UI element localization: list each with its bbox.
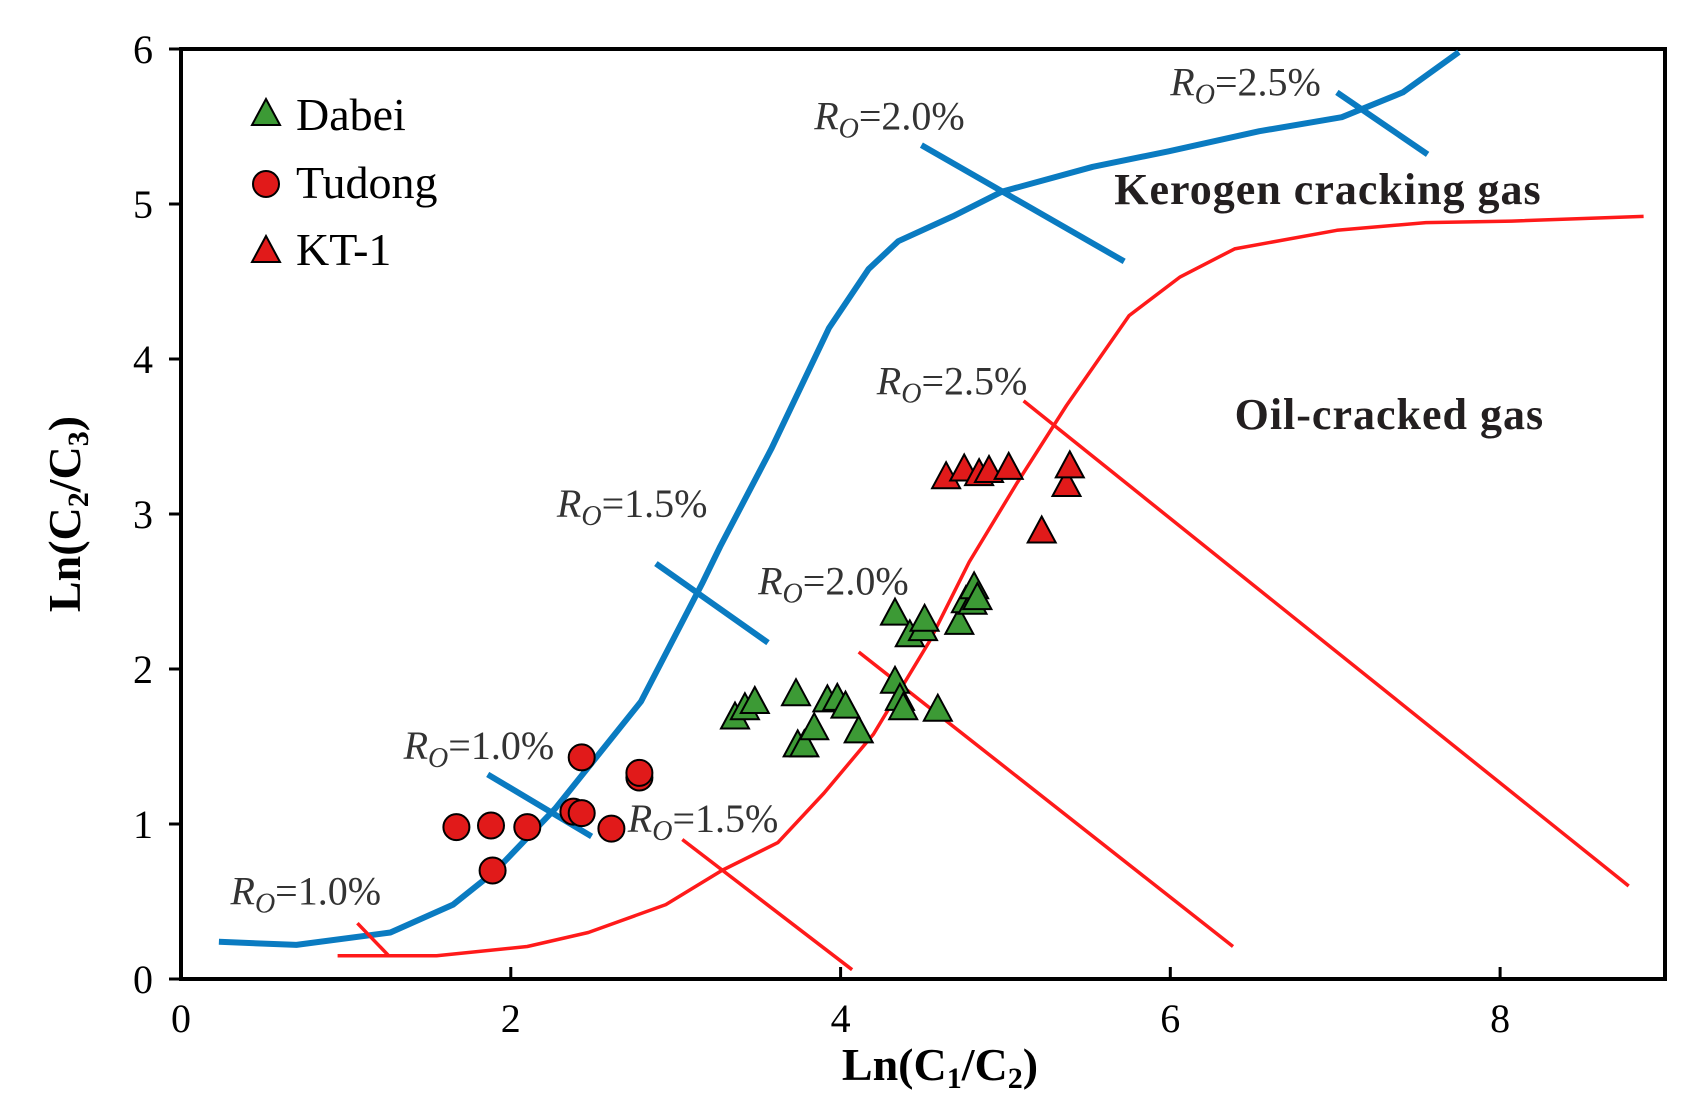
x-tick-label-2: 4 bbox=[831, 996, 851, 1041]
ro-label-kerogen-1: RO=1.5% bbox=[556, 481, 708, 532]
point-tudong-3 bbox=[513, 813, 542, 842]
point-tudong-0 bbox=[442, 813, 471, 842]
y-axis-title: Ln(C2/C3) bbox=[39, 416, 95, 612]
point-dabei-13 bbox=[887, 691, 919, 721]
y-tick-label-6: 6 bbox=[133, 27, 153, 72]
x-axis-title: Ln(C1/C2) bbox=[842, 1039, 1038, 1095]
ro-line-kerogen-1 bbox=[654, 561, 770, 646]
point-dabei-5 bbox=[788, 728, 820, 758]
annotation-1: Oil-cracked gas bbox=[1235, 390, 1545, 439]
ro-label-kerogen-3: RO=2.5% bbox=[1169, 60, 1321, 111]
point-tudong-9 bbox=[625, 758, 654, 787]
point-tudong-5 bbox=[567, 799, 596, 828]
y-tick-label-4: 4 bbox=[133, 337, 153, 382]
legend-label-tudong: Tudong bbox=[296, 157, 437, 208]
x-tick-label-0: 0 bbox=[171, 996, 191, 1041]
legend-label-dabei: Dabei bbox=[296, 89, 406, 140]
ro-line-kerogen-3 bbox=[1335, 89, 1430, 157]
y-tick-label-0: 0 bbox=[133, 957, 153, 1002]
reference-curves bbox=[218, 49, 1644, 958]
point-tudong-6 bbox=[567, 743, 596, 772]
x-tick-label-4: 8 bbox=[1490, 996, 1510, 1041]
annotation-0: Kerogen cracking gas bbox=[1114, 165, 1541, 214]
point-dabei-14 bbox=[879, 596, 911, 626]
point-kt1-4 bbox=[993, 450, 1025, 480]
point-dabei-18 bbox=[922, 692, 954, 722]
ro-label-oil-4: RO=1.0% bbox=[230, 869, 382, 920]
ro-label-oil-7: RO=2.5% bbox=[876, 359, 1028, 410]
ro-label-kerogen-2: RO=2.0% bbox=[813, 94, 965, 145]
legend-marker-tudong bbox=[252, 170, 280, 198]
point-dabei-23 bbox=[961, 580, 994, 611]
y-tick-label-5: 5 bbox=[133, 182, 153, 227]
oil-curve bbox=[337, 214, 1644, 958]
ro-line-kerogen-2 bbox=[919, 142, 1126, 265]
point-dabei-17 bbox=[908, 602, 941, 632]
axis-ticks: 0 2 4 6 8 0 1 2 3 4 5 6 bbox=[133, 27, 1510, 1041]
point-dabei-2 bbox=[739, 684, 771, 714]
kerogen-curve bbox=[218, 49, 1461, 948]
data-points bbox=[442, 449, 1086, 885]
point-kt1-6 bbox=[1050, 467, 1083, 497]
ro-label-kerogen-0: RO=1.0% bbox=[403, 723, 555, 774]
x-tick-label-3: 6 bbox=[1160, 996, 1180, 1041]
point-tudong-7 bbox=[597, 814, 626, 843]
ro-label-oil-5: RO=1.5% bbox=[627, 796, 779, 847]
point-kt1-7 bbox=[1054, 449, 1086, 479]
ro-line-kerogen-0 bbox=[486, 771, 594, 839]
ro-line-oil-5 bbox=[681, 838, 854, 972]
y-tick-label-3: 3 bbox=[133, 492, 153, 537]
point-dabei-10 bbox=[843, 714, 875, 744]
ro-line-oil-4 bbox=[356, 921, 391, 958]
legend-label-kt1: KT-1 bbox=[296, 224, 391, 275]
point-dabei-3 bbox=[780, 677, 812, 707]
point-dabei-6 bbox=[798, 711, 830, 741]
ro-labels: RO=1.0% RO=1.5% RO=2.0% RO=2.5% RO=1.0% RO=1.… bbox=[230, 60, 1321, 920]
region-annotations: Kerogen cracking gas Oil-cracked gas bbox=[1114, 165, 1545, 439]
point-tudong-2 bbox=[478, 856, 507, 885]
y-tick-label-1: 1 bbox=[133, 802, 153, 847]
ro-isolines bbox=[356, 89, 1630, 972]
ro-label-oil-6: RO=2.0% bbox=[757, 559, 909, 610]
point-dabei-19 bbox=[943, 605, 975, 635]
point-tudong-1 bbox=[477, 811, 505, 840]
point-kt1-5 bbox=[1026, 514, 1058, 544]
legend: Dabei Tudong KT-1 bbox=[250, 89, 437, 275]
y-tick-label-2: 2 bbox=[133, 647, 153, 692]
ro-line-oil-6 bbox=[857, 650, 1235, 948]
ro-line-oil-7 bbox=[1022, 399, 1630, 888]
x-tick-label-1: 2 bbox=[501, 996, 521, 1041]
point-dabei-9 bbox=[829, 689, 862, 719]
legend-marker-kt1 bbox=[250, 233, 282, 263]
legend-marker-dabei bbox=[250, 96, 282, 126]
